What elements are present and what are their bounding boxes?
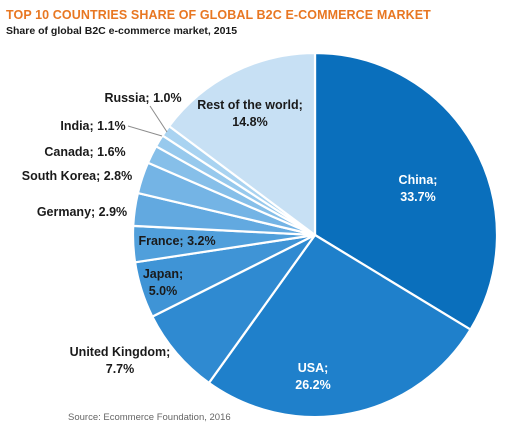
pie-slice-usa (207, 233, 472, 419)
slice-label-canada: Canada; 1.6% (44, 145, 125, 159)
leader-line-india (127, 125, 163, 137)
slice-label-india: India; 1.1% (60, 119, 125, 133)
slice-label-usa: USA; 26.2% (295, 361, 330, 392)
leader-line-russia (149, 105, 168, 133)
slice-label-rest-of-the-world: Rest of the world; 14.8% (197, 98, 303, 129)
slice-label-china: China; 33.7% (399, 173, 438, 204)
slice-label-japan: Japan; 5.0% (143, 267, 183, 298)
pie-slice-china (313, 51, 499, 331)
slice-label-germany: Germany; 2.9% (37, 205, 127, 219)
slice-label-united-kingdom: United Kingdom; 7.7% (70, 345, 171, 376)
chart-source: Source: Ecommerce Foundation, 2016 (68, 412, 231, 423)
slice-label-france: France; 3.2% (138, 234, 215, 248)
slice-label-south-korea: South Korea; 2.8% (22, 169, 132, 183)
chart-subtitle: Share of global B2C e-commerce market, 2… (6, 25, 238, 37)
slice-label-russia: Russia; 1.0% (104, 91, 181, 105)
pie-slice-rest-of-the-world (168, 51, 317, 237)
chart-title: TOP 10 COUNTRIES SHARE OF GLOBAL B2C E-C… (6, 8, 431, 22)
